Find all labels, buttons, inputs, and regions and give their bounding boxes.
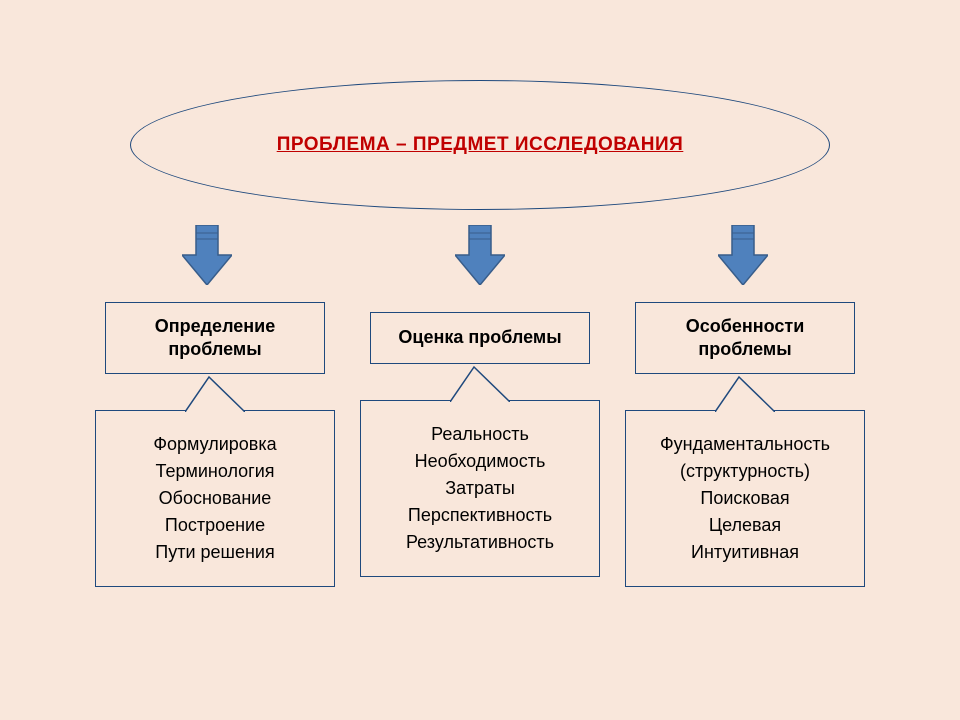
item: Интуитивная bbox=[636, 539, 854, 566]
item: Реальность bbox=[371, 421, 589, 448]
heading-box-0: Определение проблемы bbox=[105, 302, 325, 374]
heading-text-2: Особенности проблемы bbox=[646, 315, 844, 362]
item: Перспективность bbox=[371, 502, 589, 529]
item: Результативность bbox=[371, 529, 589, 556]
column-1: Оценка проблемы Реальность Необходимость… bbox=[360, 312, 600, 577]
item: Построение bbox=[106, 512, 324, 539]
item: Фундаментальность bbox=[636, 431, 854, 458]
title-text: ПРОБЛЕМА – ПРЕДМЕТ ИССЛЕДОВАНИЯ bbox=[277, 134, 684, 156]
item: (структурность) bbox=[636, 458, 854, 485]
item: Терминология bbox=[106, 458, 324, 485]
item: Необходимость bbox=[371, 448, 589, 475]
title-ellipse: ПРОБЛЕМА – ПРЕДМЕТ ИССЛЕДОВАНИЯ bbox=[130, 80, 830, 210]
arrow-1 bbox=[455, 225, 505, 285]
item: Пути решения bbox=[106, 539, 324, 566]
item: Формулировка bbox=[106, 431, 324, 458]
items-box-1: Реальность Необходимость Затраты Перспек… bbox=[360, 400, 600, 577]
items-box-2: Фундаментальность (структурность) Поиско… bbox=[625, 410, 865, 587]
heading-text-1: Оценка проблемы bbox=[398, 326, 561, 349]
callout-1: Реальность Необходимость Затраты Перспек… bbox=[360, 400, 600, 577]
item: Обоснование bbox=[106, 485, 324, 512]
heading-box-1: Оценка проблемы bbox=[370, 312, 590, 364]
column-2: Особенности проблемы Фундаментальность (… bbox=[625, 302, 865, 587]
item: Целевая bbox=[636, 512, 854, 539]
callout-0: Формулировка Терминология Обоснование По… bbox=[95, 410, 335, 587]
callout-tail-1 bbox=[450, 365, 510, 402]
callout-2: Фундаментальность (структурность) Поиско… bbox=[625, 410, 865, 587]
items-box-0: Формулировка Терминология Обоснование По… bbox=[95, 410, 335, 587]
arrow-0 bbox=[182, 225, 232, 285]
item: Затраты bbox=[371, 475, 589, 502]
callout-tail-0 bbox=[185, 375, 245, 412]
column-0: Определение проблемы Формулировка Термин… bbox=[95, 302, 335, 587]
arrow-2 bbox=[718, 225, 768, 285]
callout-tail-2 bbox=[715, 375, 775, 412]
item: Поисковая bbox=[636, 485, 854, 512]
heading-text-0: Определение проблемы bbox=[116, 315, 314, 362]
heading-box-2: Особенности проблемы bbox=[635, 302, 855, 374]
